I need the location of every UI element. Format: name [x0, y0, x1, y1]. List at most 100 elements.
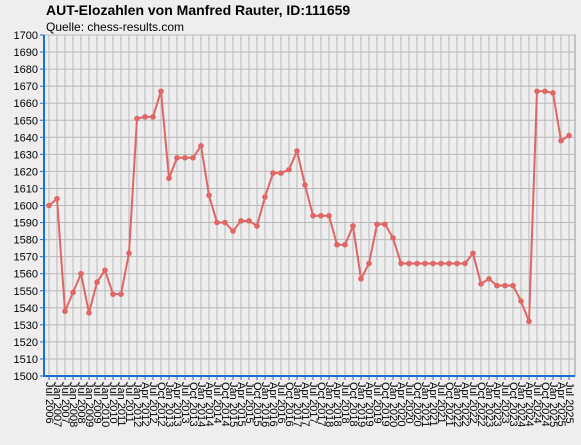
data-point	[46, 202, 52, 209]
data-point	[86, 310, 92, 316]
x-tick-label: Apr 2025	[555, 382, 567, 427]
data-point	[502, 282, 508, 289]
x-tick-label: Jan 2019	[355, 382, 367, 427]
x-tick-label: Jan 2014	[195, 382, 207, 427]
data-point	[390, 235, 396, 241]
data-point	[78, 270, 84, 277]
data-point	[54, 195, 60, 202]
data-point	[70, 289, 76, 296]
data-point	[470, 250, 476, 257]
x-tick-label: Apr 2014	[203, 382, 215, 427]
x-tick-label: Jan 2008	[67, 382, 79, 427]
data-point	[142, 114, 148, 120]
data-point	[110, 291, 116, 297]
x-tick-label: Oct 2014	[219, 382, 231, 427]
y-tick-label: 1570	[14, 252, 38, 264]
x-tick-label: Oct 2019	[379, 382, 391, 427]
y-tick-label: 1580	[14, 235, 38, 247]
data-point	[558, 137, 564, 144]
data-point	[278, 170, 284, 176]
data-point	[246, 218, 252, 224]
data-point	[510, 282, 516, 289]
x-tick-label: Jul 2023	[499, 382, 511, 424]
x-tick-label: Apr 2013	[171, 382, 183, 427]
x-tick-label: Jul 2014	[211, 382, 223, 424]
x-tick-label: Oct 2016	[283, 382, 295, 427]
y-tick-label: 1510	[14, 354, 38, 366]
x-tick-label: Jul 2015	[243, 382, 255, 424]
x-tick-label: Jul 2006	[43, 382, 55, 424]
x-tick-label: Jul 2025	[563, 382, 575, 424]
x-tick-label: Jul 2020	[403, 382, 415, 424]
data-point	[398, 260, 404, 267]
data-point	[350, 223, 356, 229]
x-tick-label: Jan 2021	[419, 382, 431, 427]
y-tick-label: 1560	[14, 269, 38, 281]
data-point	[422, 260, 428, 267]
data-point	[310, 212, 316, 219]
x-tick-label: Jan 2018	[323, 382, 335, 427]
data-point	[222, 219, 228, 226]
x-tick-label: Apr 2012	[139, 382, 151, 427]
x-tick-label: Jul 2013	[179, 382, 191, 424]
data-point	[302, 182, 308, 188]
x-tick-label: Oct 2024	[539, 382, 551, 427]
data-point	[486, 276, 492, 282]
x-tick-label: Jul 2018	[339, 382, 351, 424]
data-point	[190, 154, 196, 161]
x-tick-label: Apr 2021	[427, 382, 439, 427]
x-tick-label: Jan 2010	[99, 382, 111, 427]
x-tick-label: Apr 2017	[299, 382, 311, 427]
y-tick-label: 1550	[14, 286, 38, 298]
x-tick-label: Apr 2019	[363, 382, 375, 427]
data-point	[182, 154, 188, 161]
x-tick-label: Apr 2020	[395, 382, 407, 427]
x-tick-label: Jul 2024	[531, 382, 543, 424]
data-point	[214, 219, 220, 226]
data-point	[262, 194, 268, 200]
x-tick-label: Oct 2015	[251, 382, 263, 427]
data-point	[542, 88, 548, 95]
x-tick-label: Jul 2021	[435, 382, 447, 424]
data-point	[518, 298, 524, 304]
y-tick-label: 1540	[14, 303, 38, 315]
x-tick-label: Jul 2011	[123, 382, 135, 423]
x-tick-label: Jan 2020	[387, 382, 399, 427]
data-point	[374, 221, 380, 228]
data-point	[198, 143, 204, 149]
data-point	[446, 260, 452, 267]
x-tick-label: Jan 2024	[515, 382, 527, 427]
data-point	[326, 212, 332, 219]
y-tick-label: 1650	[14, 115, 38, 127]
data-point	[230, 228, 236, 234]
data-point	[238, 218, 244, 224]
data-point	[462, 260, 468, 267]
data-point	[150, 114, 156, 120]
y-tick-label: 1610	[14, 183, 38, 195]
data-point	[286, 166, 292, 173]
x-tick-label: Oct 2018	[347, 382, 359, 427]
y-tick-label: 1700	[14, 30, 38, 42]
y-tick-label: 1620	[14, 166, 38, 178]
y-tick-label: 1520	[14, 337, 38, 349]
y-tick-label: 1590	[14, 218, 38, 230]
y-tick-label: 1670	[14, 81, 38, 93]
data-point	[118, 291, 124, 297]
data-point	[478, 281, 484, 287]
x-tick-label: Oct 2020	[411, 382, 423, 427]
y-tick-label: 1680	[14, 64, 38, 76]
x-tick-label: Jul 2009	[91, 382, 103, 424]
data-point	[166, 175, 172, 182]
data-point	[206, 192, 212, 199]
data-point	[94, 279, 100, 286]
x-tick-label: Jan 2022	[451, 382, 463, 427]
data-point	[494, 282, 500, 289]
x-tick-label: Apr 2024	[523, 382, 535, 427]
data-point	[406, 260, 412, 267]
y-tick-label: 1660	[14, 98, 38, 110]
data-point	[62, 308, 68, 315]
x-tick-label: Apr 2016	[267, 382, 279, 427]
x-tick-label: Jul 2019	[371, 382, 383, 424]
x-tick-label: Jul 2007	[59, 382, 71, 424]
